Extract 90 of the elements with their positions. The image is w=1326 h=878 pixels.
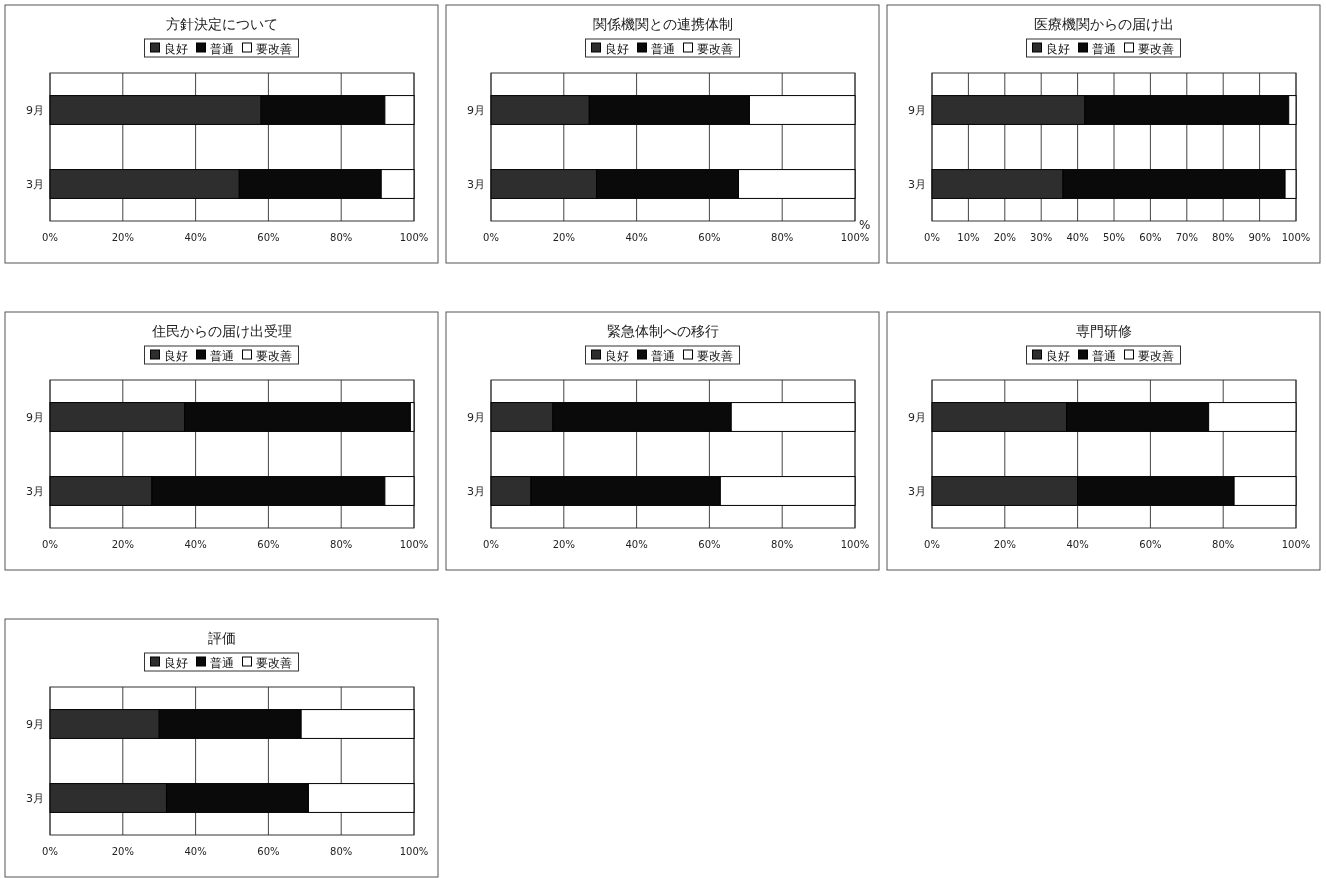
x-tick-label: 40%: [1066, 539, 1089, 550]
y-tick-label: 9月: [467, 104, 485, 117]
legend-label: 普通: [1091, 42, 1116, 56]
x-tick-label: 60%: [257, 539, 280, 550]
x-tick-label: 20%: [111, 539, 134, 550]
y-tick-label: 3月: [467, 485, 485, 498]
x-tick-label: 100%: [840, 232, 870, 243]
x-tick-label: 80%: [330, 232, 353, 243]
y-tick-label: 3月: [26, 792, 44, 805]
x-tick-label: 80%: [1212, 539, 1235, 550]
legend-label: 普通: [1091, 349, 1116, 363]
x-tick-label: 0%: [42, 232, 58, 243]
legend-label: 良好: [604, 349, 629, 363]
x-tick-label: 60%: [1139, 232, 1162, 243]
y-tick-label: 9月: [26, 411, 44, 424]
x-tick-label: 0%: [924, 232, 940, 243]
x-tick-label: 80%: [771, 232, 794, 243]
x-tick-label: 10%: [957, 232, 980, 243]
x-tick-label: 40%: [184, 539, 207, 550]
y-tick-label: 3月: [908, 485, 926, 498]
y-tick-label: 3月: [26, 485, 44, 498]
x-tick-label: 100%: [399, 539, 429, 550]
chart-title: 関係機関との連携体制: [592, 16, 733, 32]
x-tick-label: 20%: [993, 232, 1016, 243]
x-tick-label: 70%: [1175, 232, 1198, 243]
x-tick-label: 100%: [840, 539, 870, 550]
x-tick-label: 30%: [1030, 232, 1053, 243]
x-tick-label: 20%: [552, 539, 575, 550]
chart-title: 評価: [207, 630, 236, 646]
legend-label: 要改善: [255, 349, 292, 363]
x-tick-label: 100%: [1281, 232, 1311, 243]
x-tick-label: 60%: [257, 232, 280, 243]
x-tick-label: 40%: [625, 539, 648, 550]
chart-title: 方針決定について: [165, 16, 278, 32]
x-tick-label: 20%: [111, 232, 134, 243]
x-tick-label: 90%: [1248, 232, 1271, 243]
y-tick-label: 9月: [26, 104, 44, 117]
x-tick-label: 60%: [257, 846, 280, 857]
chart-title: 住民からの届け出受理: [150, 323, 292, 339]
y-tick-label: 9月: [908, 104, 926, 117]
x-tick-label: 0%: [42, 539, 58, 550]
x-tick-label: 50%: [1102, 232, 1126, 243]
x-tick-label: 0%: [42, 846, 58, 857]
legend-label: 要改善: [1137, 349, 1174, 363]
legend-label: 良好: [163, 42, 188, 56]
x-tick-label: 60%: [698, 232, 721, 243]
x-tick-label: 20%: [993, 539, 1016, 550]
x-tick-label: 100%: [399, 846, 429, 857]
x-tick-label: 40%: [1066, 232, 1089, 243]
x-tick-label: 60%: [1139, 539, 1162, 550]
y-tick-label: 9月: [467, 411, 485, 424]
legend-label: 普通: [209, 42, 234, 56]
text: %: [859, 218, 871, 232]
x-tick-label: 80%: [330, 846, 353, 857]
x-tick-label: 0%: [924, 539, 940, 550]
legend-label: 要改善: [1137, 42, 1174, 56]
y-tick-label: 9月: [26, 718, 44, 731]
x-tick-label: 0%: [483, 539, 499, 550]
legend-label: 普通: [209, 349, 234, 363]
legend-label: 良好: [163, 349, 188, 363]
y-tick-label: 3月: [467, 178, 485, 191]
x-tick-label: 80%: [1212, 232, 1235, 243]
legend-label: 普通: [209, 656, 234, 670]
legend-label: 要改善: [696, 42, 733, 56]
x-tick-label: 80%: [330, 539, 353, 550]
legend-label: 要改善: [696, 349, 733, 363]
legend-label: 要改善: [255, 656, 292, 670]
y-tick-label: 3月: [908, 178, 926, 191]
x-tick-label: 40%: [184, 846, 207, 857]
x-tick-label: 40%: [184, 232, 207, 243]
x-tick-label: 20%: [111, 846, 134, 857]
legend-label: 良好: [1045, 42, 1070, 56]
legend-label: 普通: [650, 42, 675, 56]
y-tick-label: 9月: [908, 411, 926, 424]
x-tick-label: 100%: [399, 232, 429, 243]
chart-title: 医療機関からの届け出: [1033, 16, 1174, 32]
legend-label: 良好: [163, 656, 188, 670]
legend-label: 要改善: [255, 42, 292, 56]
chart-title: 専門研修: [1075, 323, 1132, 339]
x-tick-label: 80%: [771, 539, 794, 550]
x-tick-label: 20%: [552, 232, 575, 243]
x-tick-label: 60%: [698, 539, 721, 550]
y-tick-label: 3月: [26, 178, 44, 191]
legend-label: 良好: [604, 42, 629, 56]
chart-title: 緊急体制への移行: [606, 323, 719, 339]
x-tick-label: 0%: [483, 232, 499, 243]
legend-label: 良好: [1045, 349, 1070, 363]
x-tick-label: 40%: [625, 232, 648, 243]
x-tick-label: 100%: [1281, 539, 1311, 550]
legend-label: 普通: [650, 349, 675, 363]
